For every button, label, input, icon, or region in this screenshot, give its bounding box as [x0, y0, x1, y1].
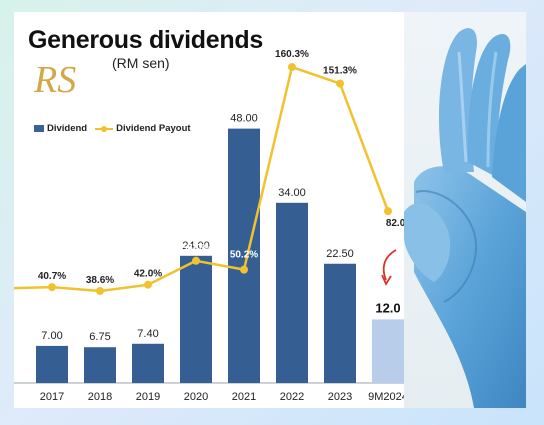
payout-point-2019 — [144, 280, 152, 289]
bar-label-9M2024: 12.0 — [375, 300, 400, 315]
bar-label-2019: 7.40 — [137, 328, 158, 340]
payout-point-2022 — [288, 63, 296, 72]
annotation-arrow — [382, 249, 397, 281]
payout-point-2017 — [48, 283, 56, 292]
payout-point-9M2024 — [384, 207, 392, 216]
legend-bar-swatch — [34, 125, 44, 132]
chart-area: RS Generous dividends (RM sen) Dividend … — [14, 12, 404, 408]
page-title: Generous dividends — [28, 26, 263, 54]
payout-label-2018: 38.6% — [86, 275, 114, 286]
bar-label-2023: 22.50 — [326, 248, 354, 260]
bar-label-2020: 24.00 — [182, 240, 210, 252]
bar-label-2017: 7.00 — [41, 330, 62, 342]
payout-label-2017: 40.7% — [38, 271, 66, 282]
payout-label-2022: 160.3% — [275, 49, 309, 60]
x-tick-2018: 2018 — [88, 391, 112, 403]
payout-label-2021: 50.2% — [230, 250, 258, 261]
bar-label-2022: 34.00 — [278, 187, 306, 199]
legend-line-swatch — [95, 125, 114, 133]
legend-line-label: Dividend Payout — [116, 123, 191, 134]
payout-label-2020: 55.0% — [182, 243, 210, 254]
glove-photo — [404, 12, 526, 408]
chart-subtitle: (RM sen) — [112, 55, 170, 71]
payout-point-2020 — [192, 256, 200, 265]
x-tick-2022: 2022 — [280, 391, 304, 403]
logo-text: RS — [33, 59, 76, 100]
payout-point-2018 — [96, 286, 104, 295]
bar-2023 — [324, 263, 356, 383]
bar-2017 — [36, 345, 68, 383]
bar-2018 — [84, 347, 116, 383]
legend-bar-label: Dividend — [47, 123, 88, 134]
bar-label-2018: 6.75 — [89, 331, 110, 343]
x-tick-2021: 2021 — [232, 391, 256, 403]
payout-label-2019: 42.0% — [134, 269, 162, 280]
bar-9M2024 — [372, 319, 404, 383]
x-tick-2023: 2023 — [328, 391, 352, 403]
chart-legend: Dividend Dividend Payout — [34, 123, 191, 134]
bar-label-2021: 48.00 — [230, 113, 258, 125]
bar-2022 — [276, 202, 308, 383]
chart-plot: 7.00 2017 6.75 2018 7.40 2019 24.00 2020 48.00 20… — [14, 49, 404, 403]
x-tick-9M2024: 9M2024 — [368, 391, 404, 403]
x-tick-2019: 2019 — [136, 391, 160, 403]
chart-card: RS Generous dividends (RM sen) Dividend … — [14, 12, 526, 408]
bar-2019 — [132, 343, 164, 383]
payout-point-2023 — [336, 79, 344, 88]
payout-point-2021 — [240, 265, 248, 274]
bar-2021 — [228, 128, 260, 383]
payout-label-9M2024: 82.0% — [386, 218, 404, 229]
payout-label-2023: 151.3% — [323, 66, 357, 77]
bar-2020 — [180, 255, 212, 383]
annotation-arrowhead — [381, 274, 392, 286]
x-tick-2020: 2020 — [184, 391, 208, 403]
rs-logo: RS — [33, 59, 76, 100]
x-tick-2017: 2017 — [40, 391, 64, 403]
